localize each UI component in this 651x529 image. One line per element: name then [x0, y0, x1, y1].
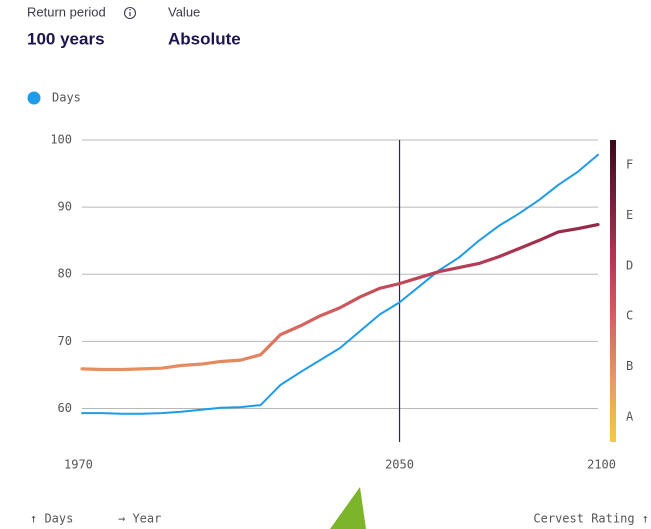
rating-axis-label: Cervest Rating ↑	[533, 512, 649, 526]
rating-label: D	[626, 258, 633, 272]
rating-label: E	[626, 208, 633, 222]
control-label: Return period	[27, 4, 106, 19]
series-line	[80, 222, 600, 372]
y-tick-label: 100	[50, 133, 72, 147]
y-tick-label: 60	[58, 401, 72, 415]
x-tick-label: 2050	[385, 458, 414, 472]
y-tick-label: 90	[58, 200, 72, 214]
rating-label: F	[626, 158, 633, 172]
cursor-pointer	[330, 487, 366, 529]
legend-marker	[27, 91, 41, 105]
x-axis-label: → Year	[118, 512, 161, 526]
control-label: Value	[168, 4, 200, 19]
control-value[interactable]: Absolute	[168, 29, 241, 48]
y-tick-label: 70	[58, 334, 72, 348]
series-line	[81, 153, 599, 415]
y-tick-label: 80	[58, 267, 72, 281]
rating-label: A	[626, 409, 634, 423]
legend-label: Days	[52, 91, 81, 105]
x-tick-label: 2100	[587, 458, 616, 472]
rating-label: C	[626, 309, 633, 323]
info-icon[interactable]	[123, 6, 137, 20]
rating-label: B	[626, 359, 633, 373]
x-tick-label: 1970	[64, 458, 93, 472]
y-axis-label: ↑ Days	[30, 512, 73, 526]
control-value[interactable]: 100 years	[27, 29, 105, 48]
rating-color-bar	[610, 140, 616, 442]
